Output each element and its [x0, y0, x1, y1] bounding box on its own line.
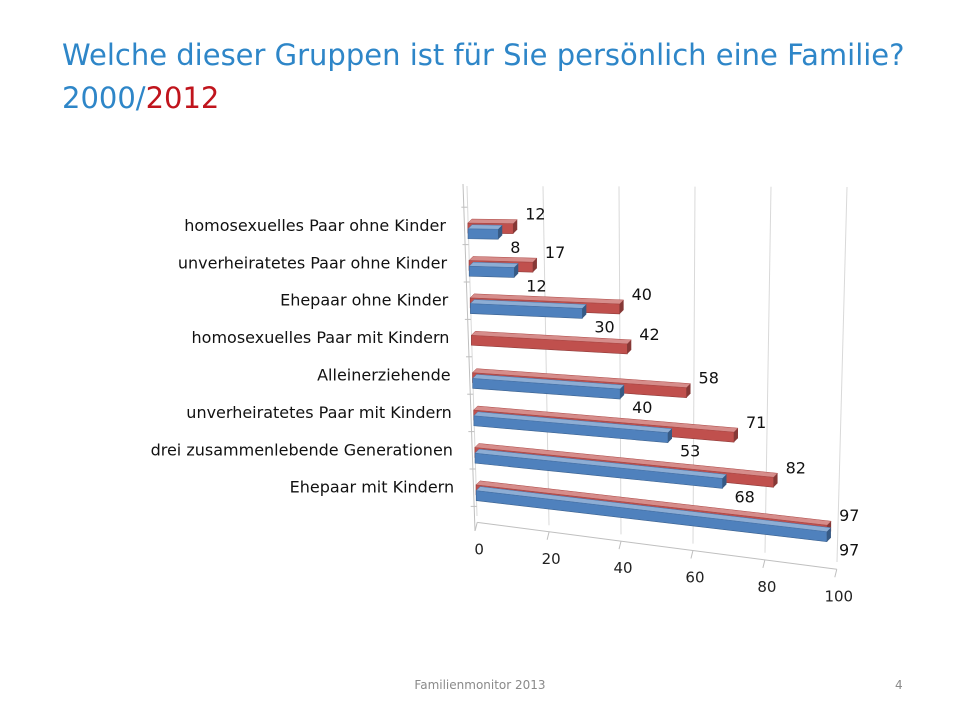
page-number: 4	[895, 678, 903, 692]
footer-text: Familienmonitor 2013	[414, 678, 546, 692]
bar-2000-end	[667, 428, 672, 443]
title-main: Welche dieser Gruppen ist für Sie persön…	[62, 38, 905, 115]
category-label: drei zusammenlebende Generationen	[151, 440, 453, 459]
category-label: homosexuelles Paar ohne Kinder	[184, 216, 446, 235]
x-tick-label: 40	[613, 559, 632, 577]
x-axis-tick	[834, 569, 838, 578]
bar-2012-top	[467, 218, 518, 224]
category-label: homosexuelles Paar mit Kindern	[192, 328, 450, 347]
data-label-2000: 12	[526, 276, 546, 295]
gridline	[618, 186, 622, 535]
x-axis-tick	[762, 559, 766, 569]
bar-2012-end	[619, 299, 624, 314]
x-tick-label: 60	[685, 569, 704, 587]
x-axis-tick	[618, 541, 622, 550]
data-label-2012: 42	[639, 325, 659, 344]
category-label: Alleinerziehende	[317, 366, 451, 385]
bar-2000-end	[514, 263, 519, 278]
bar-2000	[467, 228, 499, 240]
bar-2012-end	[773, 473, 778, 488]
bar-2000-end	[582, 304, 587, 319]
category-label: Ehepaar mit Kindern	[290, 478, 454, 497]
bar-2000-top	[467, 224, 503, 230]
bar-2000-top	[475, 486, 832, 532]
bar-2000	[468, 265, 515, 278]
data-label-2012: 58	[699, 369, 719, 388]
gridline	[542, 186, 550, 526]
bar-2000-end	[620, 385, 625, 400]
category-label: unverheiratetes Paar mit Kindern	[186, 403, 451, 422]
data-label-2000: 8	[510, 238, 520, 257]
x-axis-tick	[690, 550, 694, 559]
data-label-2012: 82	[786, 458, 806, 477]
data-label-2012: 97	[839, 506, 859, 525]
bar-2012-end	[532, 258, 537, 273]
data-label-2012: 40	[632, 285, 652, 304]
data-label-2012: 71	[746, 413, 766, 432]
data-label-2000: 40	[632, 398, 652, 417]
y-axis-line	[462, 183, 476, 532]
x-tick-label: 0	[474, 540, 484, 558]
x-axis-tick	[546, 531, 550, 540]
data-label-2000: 97	[839, 541, 859, 560]
x-axis-line	[477, 521, 837, 570]
bar-2000-end	[722, 474, 727, 489]
title-highlight: 2012	[145, 81, 220, 115]
data-label-2000: 68	[735, 487, 755, 506]
data-label-2000: 30	[594, 317, 614, 336]
gridline	[764, 186, 772, 553]
bar-2000-end	[826, 527, 831, 542]
x-tick-label: 100	[824, 587, 853, 605]
x-tick-label: 80	[757, 578, 776, 596]
data-label-2012: 17	[545, 243, 565, 262]
category-label: unverheiratetes Paar ohne Kinder	[178, 253, 448, 272]
bar-2000-end	[498, 225, 503, 240]
bar-2012-end	[513, 219, 518, 234]
gridline	[836, 186, 848, 563]
bar-2012-end	[686, 383, 691, 398]
slide-title: Welche dieser Gruppen ist für Sie persön…	[62, 34, 922, 120]
x-tick-label: 20	[542, 550, 561, 568]
category-label: Ehepaar ohne Kinder	[280, 291, 449, 310]
data-label-2012: 12	[525, 205, 545, 224]
data-label-2000: 53	[680, 442, 700, 461]
bar-2012-end	[627, 339, 632, 354]
x-axis-tick	[474, 522, 478, 531]
bar-2012-end	[733, 428, 738, 443]
gridline	[692, 186, 696, 544]
